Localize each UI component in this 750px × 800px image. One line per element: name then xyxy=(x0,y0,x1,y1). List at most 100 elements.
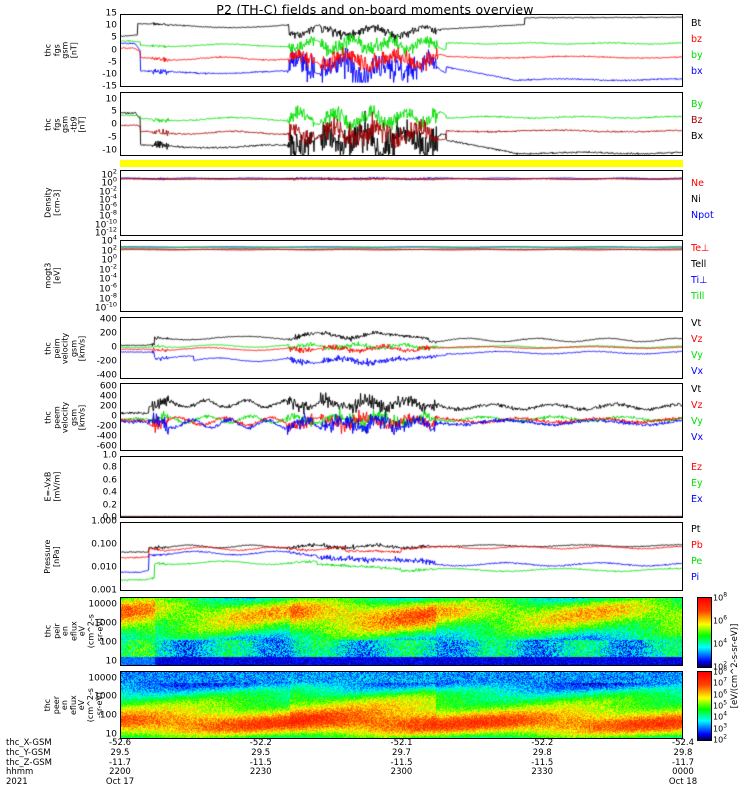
y-tick-label: -200 xyxy=(96,421,117,432)
legend-item-bz: bz xyxy=(691,33,703,45)
y-tick-label: 1.000 xyxy=(91,516,117,527)
panel-canvas-peir-spectrogram xyxy=(121,598,682,665)
legend-item-vt: Vt xyxy=(691,384,702,395)
y-tick-label: 10 xyxy=(105,20,117,31)
colorbar-canvas-top xyxy=(698,598,711,667)
legend-item-vt: Vt xyxy=(691,318,702,329)
y-tick-label: 100 xyxy=(101,252,117,266)
y-tick-label: 10-6 xyxy=(99,281,117,295)
y-axis-label-e-field: E=-VxB [mV/m] xyxy=(43,471,61,502)
panel-canvas-e-field xyxy=(121,457,682,517)
legend-item-vz: Vz xyxy=(691,334,703,345)
legend-item-vx: Vx xyxy=(691,432,704,443)
panel-peer-spectrogram xyxy=(120,671,683,739)
colorbar-ticks-bottom: 108 107 106 105 104 103 102 xyxy=(713,666,741,744)
y-tick-label: 100 xyxy=(99,637,117,648)
panel-canvas-density xyxy=(121,171,682,235)
y-tick-label: 10 xyxy=(105,729,117,740)
y-axis-label-peer-spectrogram: thc peer en eflux eV (cm^2-s -sr-eV) xyxy=(43,687,104,723)
legend-mogt3: Te⊥ Tell Ti⊥ Till xyxy=(691,244,709,308)
x-axis-tick-value: 2200 xyxy=(109,767,131,778)
panel-density xyxy=(120,170,683,236)
legend-item-bz: Bz xyxy=(691,115,703,126)
y-tick-label: 0 xyxy=(111,411,117,422)
y-ticks-e-field: 1.0 0.8 0.6 0.4 0.2 0.0 xyxy=(62,451,117,522)
legend-item-vy: Vy xyxy=(691,350,703,361)
y-tick-label: 200 xyxy=(99,401,117,412)
y-axis-label-peem-velocity: thc peem velocity gsm [km/s] xyxy=(43,401,87,433)
y-tick-label: 10-12 xyxy=(94,225,117,239)
colorbar-tick-label: 102 xyxy=(713,660,728,672)
y-tick-label: 10000 xyxy=(88,599,117,610)
y-tick-label: 1000 xyxy=(94,618,117,629)
panel-canvas-fgs-gsm-tb9 xyxy=(121,93,682,155)
legend-item-npot: Npot xyxy=(691,210,714,221)
legend-item-te-: Te⊥ xyxy=(691,243,710,254)
colorbar-tick-label: 107 xyxy=(713,677,728,688)
colorbar-top xyxy=(697,597,712,668)
y-tick-label: 10 xyxy=(105,94,117,105)
y-ticks-density: 102 100 10-2 10-4 10-6 10-8 10-10 10-12 xyxy=(62,167,117,239)
y-tick-label: -5 xyxy=(108,57,117,68)
x-axis-tick-value: 29.8 xyxy=(532,747,552,758)
y-ticks-peir-spectrogram: 10000 1000 100 10 xyxy=(62,597,117,667)
panel-fgs-gsm-tb9 xyxy=(120,92,683,156)
y-tick-label: -10 xyxy=(102,145,117,156)
legend-pressure: Pt Pb Pe Pi xyxy=(691,523,703,589)
colorbar-tick-label: 104 xyxy=(713,711,728,722)
x-axis-tick-value: Oct 17 xyxy=(105,777,135,788)
y-tick-label: -200 xyxy=(96,356,117,367)
colorbar-tick-label: 104 xyxy=(713,637,728,649)
y-axis-label-peim-velocity: thc peim velocity gsm [km/s] xyxy=(43,332,87,364)
legend-item-pt: Pt xyxy=(691,523,701,535)
status-bar-yellow xyxy=(120,160,683,167)
y-axis-label-fgs-gsm: thc fgs gsm [nT] xyxy=(42,41,78,60)
colorbar-axis-label: [eV/(cm^2-s-sr-eV)] xyxy=(730,623,740,709)
legend-item-vy: Vy xyxy=(691,416,703,427)
legend-item-ez: Ez xyxy=(691,462,702,473)
y-axis-label-pressure: Pressure [nPa] xyxy=(43,539,61,574)
x-axis-tick-value: -52.6 xyxy=(109,738,131,748)
y-tick-label: 10000 xyxy=(88,673,117,684)
legend-item-bx: Bx xyxy=(691,131,704,142)
x-axis-row-name: thc_Z-GSM xyxy=(6,757,53,768)
legend-item-pb: Pb xyxy=(691,539,703,551)
legend-item-till: Till xyxy=(691,291,705,302)
y-tick-label: -400 xyxy=(96,370,117,381)
y-tick-label: 10-8 xyxy=(99,291,117,305)
legend-fgs-gsm-tb9: By Bz Bx xyxy=(691,100,703,148)
y-axis-label-fgs-gsm-tb9: thc fgs gsm -tb9 [nT] xyxy=(43,115,87,133)
y-ticks-peim-velocity: 400 200 0 -200 -400 xyxy=(62,315,117,381)
x-axis-tick-value: -11.7 xyxy=(109,757,131,768)
colorbar-bottom xyxy=(697,671,712,741)
y-tick-label: 0 xyxy=(111,119,117,130)
y-tick-label: 600 xyxy=(99,381,117,392)
colorbar-tick-label: 108 xyxy=(713,591,728,603)
colorbar-tick-label: 105 xyxy=(713,699,728,711)
y-tick-label: -600 xyxy=(96,441,117,452)
panel-canvas-mogt3 xyxy=(121,241,682,311)
y-tick-label: 5 xyxy=(111,106,117,117)
legend-fgs-gsm: Bt bz by bx xyxy=(691,17,703,83)
x-axis-row-name: hhmm xyxy=(6,767,34,778)
y-tick-label: 10-10 xyxy=(94,300,117,314)
x-axis-tick-value: -52.2 xyxy=(249,738,272,748)
panel-pressure xyxy=(120,522,683,591)
x-axis-tick-value: -11.5 xyxy=(531,757,554,768)
y-ticks-fgs-gsm-tb9: 10 5 0 -5 -10 xyxy=(62,92,117,156)
y-tick-label: 104 xyxy=(101,233,117,247)
legend-item-bt: Bt xyxy=(691,17,702,29)
legend-item-pe: Pe xyxy=(691,555,703,567)
y-tick-label: 0 xyxy=(111,342,117,353)
x-axis-tick-value: -52.1 xyxy=(390,738,413,748)
legend-item-ex: Ex xyxy=(691,494,703,505)
x-axis-tick-value: 0000 xyxy=(672,767,694,778)
x-axis-tick-value: 29.7 xyxy=(392,747,411,758)
x-axis-tick-value: 2300 xyxy=(390,767,413,778)
y-tick-label: 100 xyxy=(99,710,117,721)
y-tick-label: 102 xyxy=(101,167,117,181)
y-tick-label: 0 xyxy=(111,45,117,55)
y-tick-label: 100 xyxy=(101,175,117,189)
panel-canvas-peem-velocity xyxy=(121,384,682,450)
